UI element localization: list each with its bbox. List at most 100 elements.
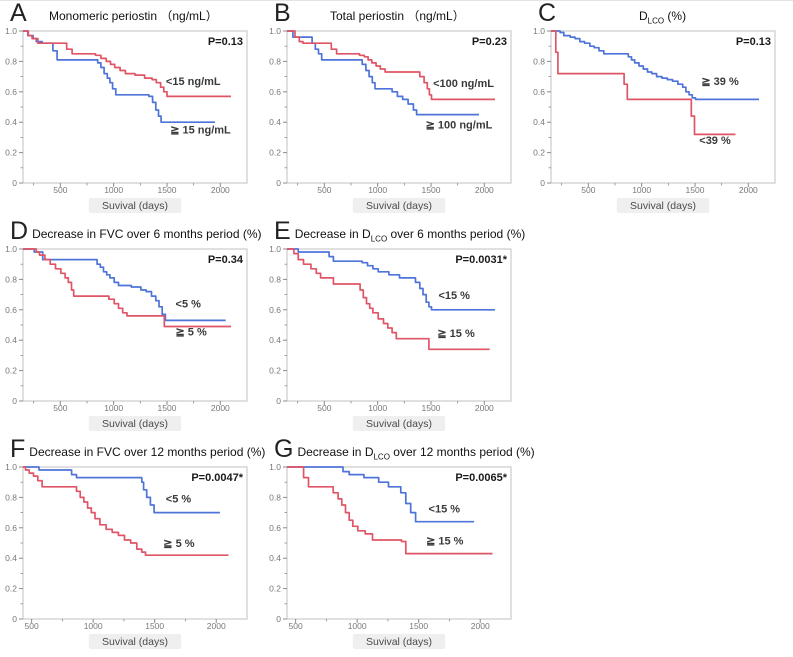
y-tick-label: 1.0 [5, 463, 17, 472]
panel-title: Decrease in FVC over 6 months period (%) [28, 228, 261, 245]
survival-curve [23, 248, 231, 328]
panel-b: B Total periostin （ng/mL） 1.0 0.8 0.6 0.4 0.… [264, 1, 528, 219]
p-value: P=0.0047* [191, 472, 243, 484]
title-subscript: LCO [373, 452, 390, 462]
y-tick-label: 1.0 [269, 27, 281, 36]
y-tick-label: 0.6 [269, 87, 281, 97]
y-tick-label: 1.0 [533, 27, 545, 36]
survival-curve [551, 30, 759, 101]
y-tick-label: 0.2 [5, 584, 17, 594]
panel-a: A Monomeric periostin （ng/mL） 1.0 0.8 0.6 0… [0, 1, 264, 219]
y-tick-label: 0.8 [269, 492, 281, 502]
x-tick-label: 500 [25, 621, 39, 631]
x-tick-label: 1000 [632, 185, 651, 195]
x-tick-label: 1500 [145, 621, 164, 631]
y-tick-label: 1.0 [269, 245, 281, 254]
y-tick-label: 0 [540, 178, 545, 188]
plot-frame [550, 30, 776, 184]
y-tick-label: 1.0 [5, 27, 17, 36]
x-axis-label-bg [352, 416, 446, 431]
x-tick-label: 2000 [475, 403, 494, 413]
panel-header: F Decrease in FVC over 12 months period … [0, 435, 266, 463]
y-tick-label: 0.4 [269, 335, 281, 345]
x-tick-label: 500 [53, 185, 67, 195]
title-text: Decrease in FVC over 12 months period (%… [29, 445, 266, 459]
y-tick-label: 0.2 [533, 148, 545, 158]
p-value: P=0.13 [736, 36, 771, 48]
survival-curve [287, 248, 495, 311]
title-text: Monomeric periostin （ng/mL） [48, 9, 218, 23]
y-tick-label: 0.8 [269, 56, 281, 66]
panel-letter: F [10, 435, 26, 463]
y-tick-label: 0.8 [5, 492, 17, 502]
x-axis-label: Suvival (days) [630, 200, 696, 212]
x-tick-label: 1500 [158, 185, 177, 195]
y-tick-label: 0.6 [269, 305, 281, 315]
x-tick-label: 500 [317, 185, 331, 195]
panel-title: DLCO (%) [556, 10, 793, 27]
x-axis-label-bg [352, 198, 446, 213]
title-text: Decrease in D [294, 227, 371, 241]
x-axis-label: Suvival (days) [366, 636, 432, 648]
y-tick-label: 0 [276, 396, 281, 406]
p-value: P=0.13 [208, 36, 243, 48]
y-tick-label: 0.2 [5, 366, 17, 376]
p-value: P=0.0065* [455, 472, 507, 484]
survival-plot-f: 1.0 0.8 0.6 0.4 0.2 0 500 1000 1500 2000 P=0.0047*… [5, 463, 248, 649]
title-text-after: (%) [664, 9, 687, 23]
survival-curve [287, 248, 490, 351]
curve-label: ≧ 5 % [176, 327, 207, 339]
title-text: D [638, 9, 648, 23]
x-tick-label: 2000 [211, 403, 230, 413]
x-tick-label: 500 [289, 621, 303, 631]
panel-title: Monomeric periostin （ng/mL） [27, 10, 264, 27]
curve-label: <5 % [166, 494, 192, 506]
x-tick-label: 1000 [84, 621, 103, 631]
x-axis-label: Suvival (days) [102, 200, 168, 212]
title-subscript: LCO [647, 16, 665, 26]
y-tick-label: 0 [12, 396, 17, 406]
x-axis-label-bg [616, 198, 710, 213]
survival-plot-e: 1.0 0.8 0.6 0.4 0.2 0 500 1000 1500 2000 P=0.0031*… [269, 245, 512, 431]
x-tick-label: 500 [317, 403, 331, 413]
y-tick-label: 0.8 [5, 274, 17, 284]
title-text: Total periostin （ng/mL） [329, 9, 465, 23]
y-tick-label: 0 [12, 178, 17, 188]
y-tick-label: 0.4 [5, 335, 17, 345]
y-tick-label: 0.6 [269, 523, 281, 533]
y-tick-label: 1.0 [5, 245, 17, 254]
panel-letter: D [10, 217, 29, 245]
curve-label: ≧ 15 ng/mL [170, 125, 231, 137]
plot-frame [286, 248, 512, 402]
x-axis-label-bg [352, 634, 446, 649]
curve-label: ≧ 15 % [437, 328, 475, 340]
panel-f: F Decrease in FVC over 12 months period … [0, 435, 266, 657]
panel-d: D Decrease in FVC over 6 months period (… [0, 219, 264, 437]
curve-label: <15 % [438, 290, 470, 302]
y-tick-label: 0.8 [5, 56, 17, 66]
curve-label: <5 % [176, 299, 202, 311]
curve-label: <15 % [429, 504, 461, 516]
survival-curve [287, 466, 475, 523]
panel-header: G Decrease in DLCO over 12 months period… [264, 437, 535, 463]
panel-title: Decrease in DLCO over 12 months period (… [293, 446, 534, 463]
plot-frame [286, 30, 512, 184]
title-text-after: over 12 months period (%) [389, 445, 535, 459]
plot-frame [286, 466, 512, 620]
y-tick-label: 1.0 [269, 463, 281, 472]
curve-label: <39 % [699, 135, 731, 147]
curve-label: <100 ng/mL [433, 78, 494, 90]
p-value: P=0.0031* [455, 254, 507, 266]
panel-header: B Total periostin （ng/mL） [264, 1, 528, 27]
survival-curve [551, 30, 736, 136]
x-tick-label: 1000 [348, 621, 367, 631]
curve-label: ≧ 5 % [163, 538, 194, 550]
curve-label: ≧ 39 % [701, 76, 739, 88]
x-tick-label: 1500 [158, 403, 177, 413]
y-tick-label: 0.4 [269, 553, 281, 563]
panel-letter: E [274, 217, 291, 245]
x-tick-label: 1000 [368, 403, 387, 413]
x-tick-label: 1500 [422, 403, 441, 413]
x-axis-label: Suvival (days) [366, 200, 432, 212]
